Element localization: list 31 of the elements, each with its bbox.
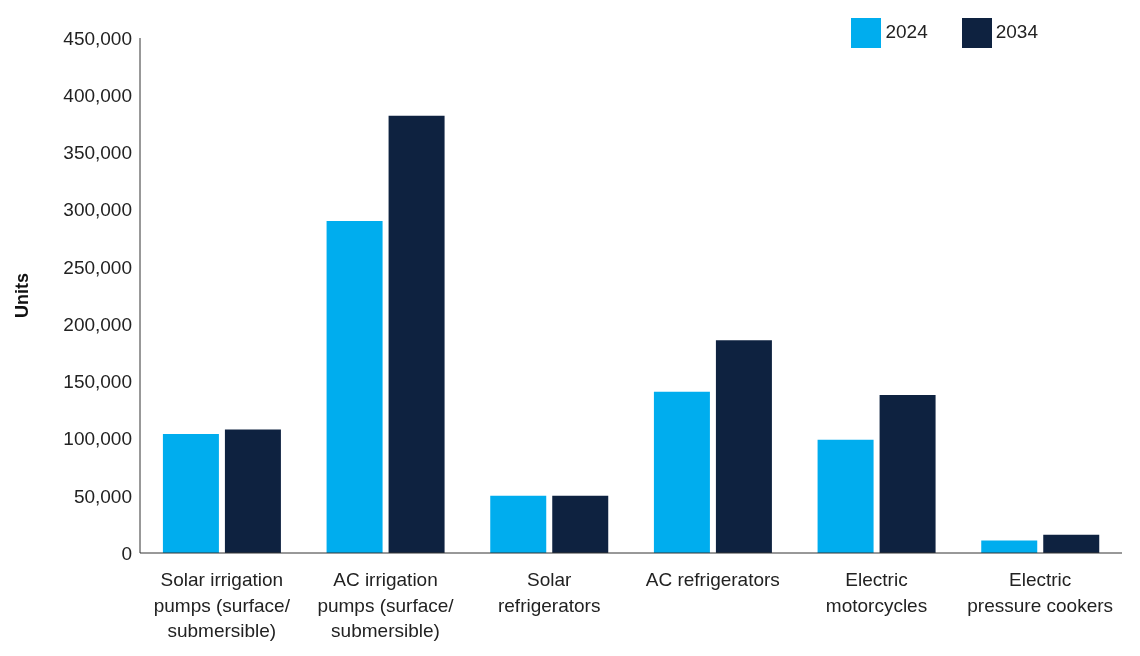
- x-tick-label: AC irrigation pumps (surface/ submersible): [317, 569, 455, 642]
- x-tick-label: AC refrigerators: [645, 569, 780, 591]
- bar: [552, 495, 609, 553]
- legend-label: 2034: [995, 21, 1038, 43]
- x-tick-label: Electric motorcycles: [825, 569, 928, 616]
- x-tick-label: Solar irrigation pumps (surface/ submersible): [153, 569, 291, 642]
- bar: [490, 495, 547, 553]
- bar: [1043, 534, 1100, 553]
- bar: [326, 221, 383, 553]
- bar: [388, 115, 445, 553]
- bar: [981, 540, 1038, 553]
- x-tick-label: Solar refrigerators: [497, 569, 601, 616]
- y-tick-label: 200,000: [63, 313, 132, 335]
- y-tick-label: 400,000: [63, 84, 132, 106]
- x-tick-label: Electric pressure cookers: [967, 569, 1114, 616]
- y-tick-label: 450,000: [63, 27, 132, 49]
- y-tick-label: 350,000: [63, 142, 132, 164]
- bar: [653, 391, 710, 553]
- bar: [715, 340, 772, 553]
- y-tick-label: 0: [121, 542, 132, 564]
- y-tick-label: 150,000: [63, 371, 132, 393]
- legend-label: 2024: [885, 21, 928, 43]
- y-tick-label: 50,000: [73, 485, 132, 507]
- bar: [162, 433, 219, 553]
- y-tick-label: 250,000: [63, 256, 132, 278]
- y-axis-title: Units: [12, 273, 33, 318]
- y-tick-label: 100,000: [63, 428, 132, 450]
- bar: [879, 395, 936, 553]
- y-tick-label: 300,000: [63, 199, 132, 221]
- bar: [224, 429, 281, 553]
- bar: [817, 439, 874, 553]
